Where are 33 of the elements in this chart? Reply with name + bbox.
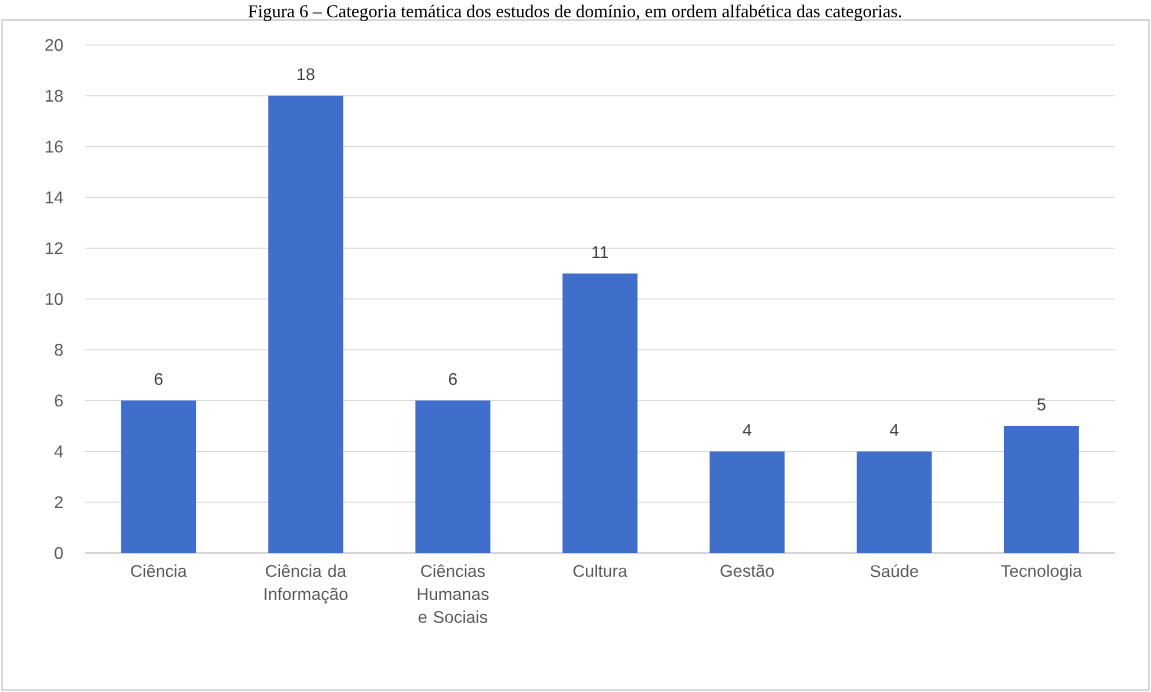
- y-tick-label: 18: [45, 89, 63, 102]
- y-tick-label: 12: [45, 242, 63, 255]
- bar: [856, 451, 932, 553]
- x-tick-label: Cultura: [573, 564, 628, 578]
- x-tick-label: Saúde: [870, 564, 919, 578]
- data-label: 6: [448, 373, 457, 386]
- x-tick-label: Tecnologia: [1001, 564, 1083, 581]
- y-tick-label: 2: [54, 496, 63, 509]
- y-tick-label: 8: [54, 343, 63, 356]
- bar: [415, 400, 491, 553]
- data-label: 5: [1037, 398, 1046, 411]
- data-label: 11: [592, 246, 608, 259]
- y-tick-label: 0: [54, 546, 63, 560]
- data-label: 6: [154, 373, 163, 386]
- y-tick-label: 20: [45, 38, 63, 52]
- y-tick-label: 6: [54, 394, 63, 407]
- x-tick-label: Ciência da Informação: [264, 564, 348, 604]
- bar: [121, 400, 197, 553]
- data-label: 4: [742, 424, 752, 436]
- bar: [562, 273, 638, 553]
- bar: [268, 95, 344, 553]
- x-tick-label: Ciências Humanas e Sociais: [417, 564, 489, 624]
- y-tick-label: 10: [45, 292, 63, 306]
- chart-title: Figura 6 – Categoria temática dos estudos de domínio, em ordem alfabética das categorias.: [248, 4, 902, 22]
- y-tick-label: 14: [45, 191, 63, 204]
- y-tick-label: 16: [45, 140, 63, 153]
- bar: [709, 451, 785, 553]
- x-tick-label: Ciência: [131, 564, 187, 578]
- data-label: 18: [297, 68, 315, 81]
- y-tick-label: 4: [54, 445, 63, 458]
- x-tick-label: Gestão: [720, 564, 774, 577]
- data-label: 4: [889, 424, 899, 436]
- bar: [1003, 425, 1079, 553]
